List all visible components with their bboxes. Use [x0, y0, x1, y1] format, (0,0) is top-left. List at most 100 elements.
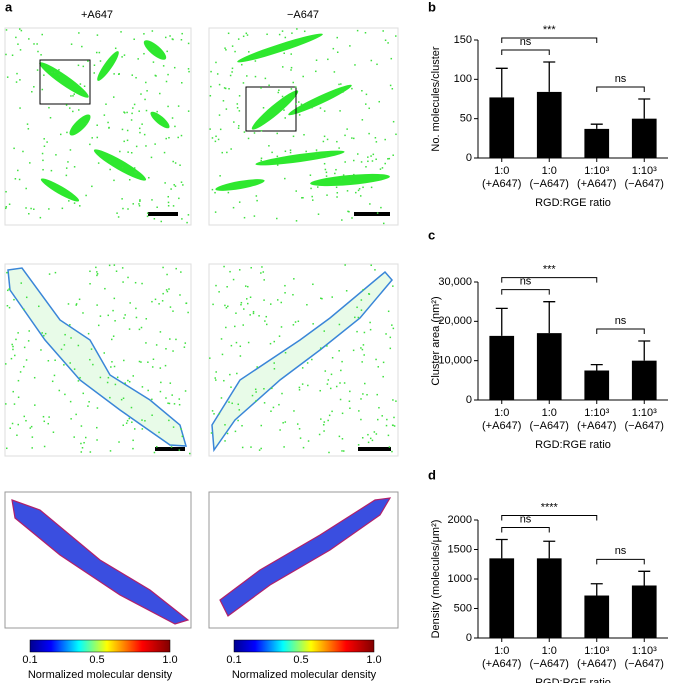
localization [116, 376, 119, 379]
localization [131, 74, 134, 76]
localization [138, 205, 141, 207]
localization [152, 358, 155, 361]
localization [395, 35, 397, 37]
localization [178, 403, 181, 406]
localization [11, 343, 13, 346]
localization [87, 332, 90, 335]
localization [58, 69, 60, 71]
localization [215, 284, 217, 287]
localization [374, 137, 377, 139]
localization [254, 60, 257, 62]
localization [292, 112, 295, 114]
localization [263, 299, 265, 301]
localization [377, 418, 379, 421]
localization [225, 108, 228, 110]
localization [301, 367, 304, 369]
localization [37, 50, 39, 53]
localization [358, 187, 361, 190]
localization [361, 361, 363, 363]
localization [23, 346, 26, 349]
localization [284, 292, 286, 294]
colorbar-tick: 1.0 [162, 654, 177, 666]
y-tick-label: 20,000 [438, 315, 472, 327]
localization [168, 402, 171, 405]
localization [281, 392, 283, 395]
localization [282, 422, 284, 424]
localization [289, 151, 292, 154]
localization [65, 167, 68, 169]
localization [30, 425, 33, 428]
localization [273, 368, 276, 370]
localization [17, 43, 19, 45]
localization [335, 168, 337, 171]
localization [258, 449, 261, 451]
localization [366, 393, 368, 396]
localization [134, 281, 137, 284]
localization [123, 317, 125, 319]
localization [317, 213, 320, 215]
localization [187, 42, 190, 45]
localization [223, 87, 226, 89]
localization [72, 95, 74, 97]
localization [353, 137, 355, 140]
localization [229, 270, 231, 273]
localization [241, 63, 243, 66]
localization [214, 140, 217, 143]
localization [219, 128, 222, 131]
localization [171, 117, 174, 119]
localization [357, 189, 360, 192]
localization [341, 412, 344, 415]
y-tick-label: 30,000 [438, 276, 472, 288]
localization [132, 107, 134, 109]
localization [33, 43, 35, 45]
localization [118, 441, 120, 443]
localization [99, 315, 102, 317]
localization [70, 337, 72, 339]
colorbar-label: Normalized molecular density [232, 669, 377, 681]
localization [103, 114, 106, 116]
localization [393, 416, 395, 419]
localization [151, 398, 153, 401]
x-axis-label: RGD:RGE ratio [535, 197, 611, 209]
localization [232, 278, 235, 281]
localization [28, 212, 30, 215]
localization [343, 450, 345, 452]
localization [31, 436, 34, 438]
localization [219, 175, 221, 177]
localization [5, 29, 8, 31]
localization [292, 135, 295, 138]
localization [252, 312, 255, 315]
localization [43, 74, 45, 76]
localization [334, 172, 336, 175]
localization [174, 185, 177, 187]
localization [20, 29, 23, 32]
localization [109, 168, 111, 171]
localization [96, 273, 99, 275]
localization [323, 430, 325, 432]
localization [375, 141, 378, 143]
localization [15, 36, 17, 39]
significance-bracket [501, 526, 550, 533]
localization [331, 296, 333, 298]
localization [294, 321, 297, 323]
localization [391, 450, 393, 453]
localization [227, 32, 230, 35]
localization [167, 195, 169, 198]
localization [210, 432, 213, 434]
localization [312, 323, 314, 325]
localization [126, 419, 129, 422]
localization [133, 103, 136, 106]
localization [242, 324, 244, 326]
localization [89, 358, 91, 361]
image-frame [4, 27, 192, 226]
localization [238, 269, 241, 271]
localization [306, 362, 309, 364]
localization [226, 286, 228, 288]
localization [43, 138, 45, 140]
localization [15, 81, 18, 83]
localization [93, 64, 96, 66]
y-axis-label: Cluster area (nm²) [430, 296, 442, 385]
localization [272, 406, 275, 409]
localization [281, 66, 284, 68]
localization [241, 446, 244, 449]
